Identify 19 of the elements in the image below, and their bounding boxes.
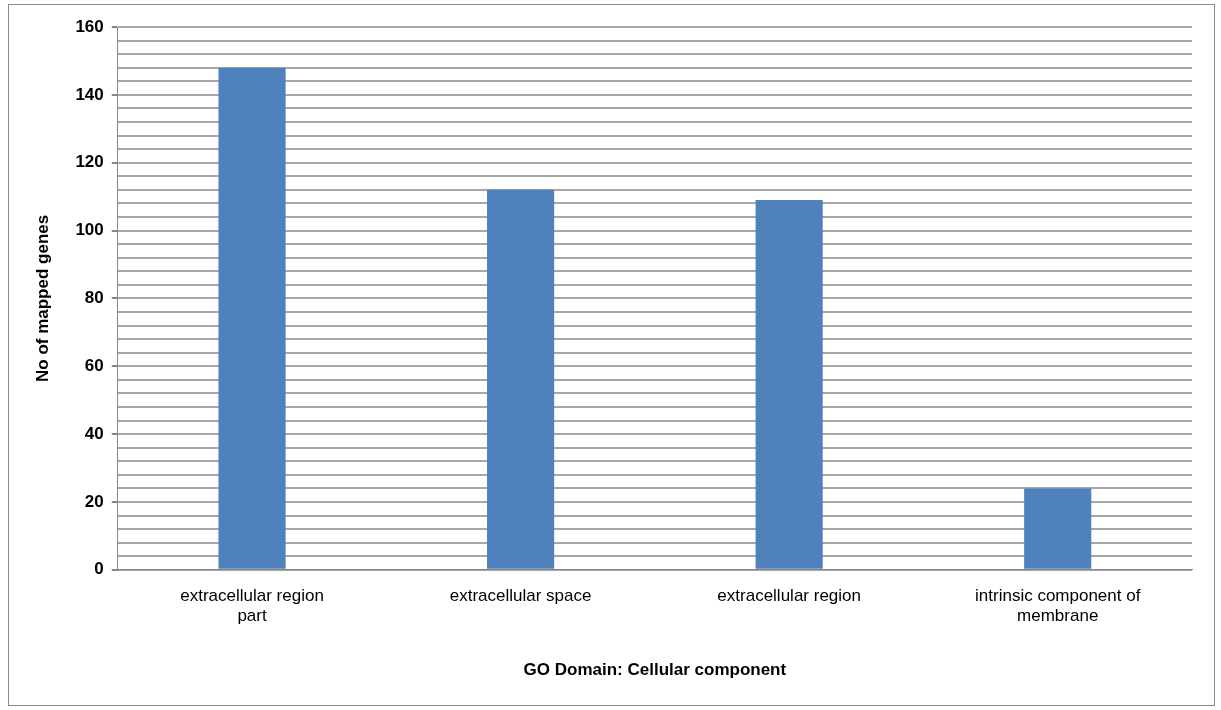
y-tick-label: 120 <box>75 152 104 172</box>
bar <box>755 200 823 569</box>
category-label: intrinsic component of <box>975 585 1141 605</box>
x-tick-label: extracellular space <box>449 585 592 605</box>
category-label: membrane <box>1017 606 1099 626</box>
y-axis-title: No of mapped genes <box>32 214 52 382</box>
category-label: part <box>237 606 267 626</box>
bar <box>1024 488 1092 569</box>
y-tick-label: 0 <box>94 559 104 579</box>
y-tick-label: 20 <box>84 491 104 511</box>
bar <box>487 189 555 569</box>
y-tick-label: 40 <box>84 423 104 443</box>
y-tick-label: 140 <box>75 84 104 104</box>
y-tick-label: 60 <box>84 355 104 375</box>
x-axis-title: GO Domain: Cellular component <box>523 660 787 680</box>
y-tick-label: 80 <box>84 288 104 308</box>
y-tick-label: 160 <box>75 16 104 36</box>
y-tick-label: 100 <box>75 220 104 240</box>
bar <box>218 67 286 569</box>
